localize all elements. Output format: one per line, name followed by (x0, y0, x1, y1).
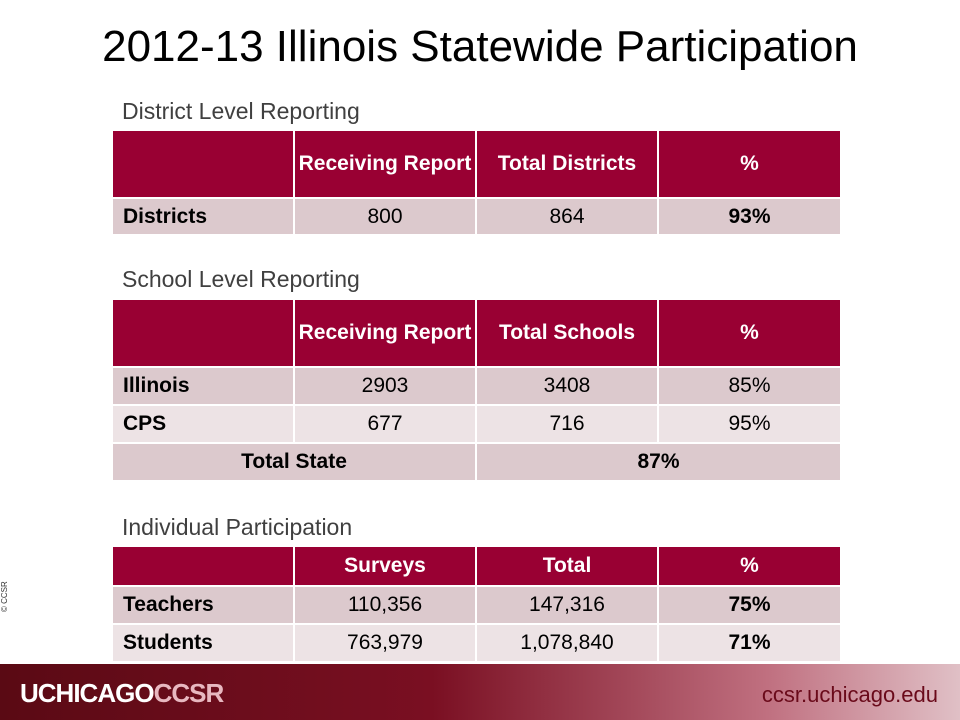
table-row: Students 763,979 1,078,840 71% (111, 623, 842, 663)
table-row: Districts 800 864 93% (111, 197, 842, 236)
school-table: Receiving Report Total Schools % Illinoi… (111, 298, 842, 482)
cell-surveys: 110,356 (293, 585, 477, 625)
slide-title: 2012-13 Illinois Statewide Participation (102, 22, 858, 71)
row-label: CPS (111, 404, 295, 444)
cell-total: 716 (475, 404, 659, 444)
cell-total: 1,078,840 (475, 623, 659, 663)
cell-receiving: 677 (293, 404, 477, 444)
individual-header-pct: % (657, 545, 842, 587)
individual-header-row: Surveys Total % (111, 545, 842, 587)
footer-banner: UCHICAGOCCSR ccsr.uchicago.edu (0, 664, 960, 720)
cell-pct: 71% (657, 623, 842, 663)
total-state-label: Total State (111, 442, 477, 482)
individual-header-surveys: Surveys (293, 545, 477, 587)
cell-pct: 75% (657, 585, 842, 625)
cell-pct: 95% (657, 404, 842, 444)
table-row: Teachers 110,356 147,316 75% (111, 585, 842, 625)
uchicago-ccsr-logo: UCHICAGOCCSR (20, 678, 225, 709)
cell-total: 3408 (475, 366, 659, 406)
school-heading: School Level Reporting (122, 266, 360, 292)
cell-pct: 85% (657, 366, 842, 406)
cell-pct: 93% (657, 197, 842, 236)
cell-total: 864 (475, 197, 659, 236)
school-header-blank (111, 298, 295, 368)
individual-table: Surveys Total % Teachers 110,356 147,316… (111, 545, 842, 663)
total-state-pct: 87% (475, 442, 842, 482)
footer-url[interactable]: ccsr.uchicago.edu (761, 682, 938, 707)
individual-header-blank (111, 545, 295, 587)
school-header-row: Receiving Report Total Schools % (111, 298, 842, 368)
individual-header-total: Total (475, 545, 659, 587)
logo-accent-text: CCSR (153, 678, 225, 708)
school-header-receiving: Receiving Report (293, 298, 477, 368)
individual-heading: Individual Participation (122, 514, 353, 540)
district-header-blank (111, 129, 295, 199)
district-header-receiving: Receiving Report (293, 129, 477, 199)
district-header-row: Receiving Report Total Districts % (111, 129, 842, 199)
school-header-pct: % (657, 298, 842, 368)
district-heading: District Level Reporting (122, 98, 360, 124)
cell-receiving: 2903 (293, 366, 477, 406)
copyright-credit: © CCSR (0, 581, 9, 612)
row-label: Districts (111, 197, 295, 236)
total-row: Total State 87% (111, 442, 842, 482)
cell-receiving: 800 (293, 197, 477, 236)
logo-main-text: UCHICAGO (20, 678, 155, 708)
table-row: Illinois 2903 3408 85% (111, 366, 842, 406)
row-label: Illinois (111, 366, 295, 406)
school-header-total: Total Schools (475, 298, 659, 368)
row-label: Students (111, 623, 295, 663)
district-header-pct: % (657, 129, 842, 199)
cell-total: 147,316 (475, 585, 659, 625)
row-label: Teachers (111, 585, 295, 625)
district-table: Receiving Report Total Districts % Distr… (111, 129, 842, 236)
cell-surveys: 763,979 (293, 623, 477, 663)
table-row: CPS 677 716 95% (111, 404, 842, 444)
district-header-total: Total Districts (475, 129, 659, 199)
